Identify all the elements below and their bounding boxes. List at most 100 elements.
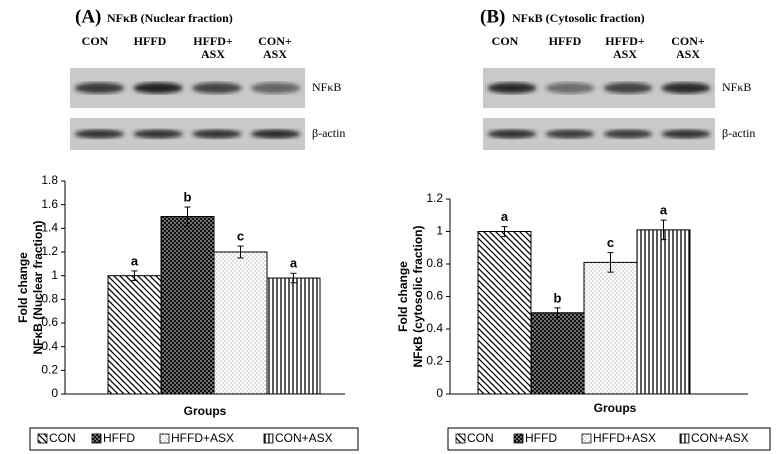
lane-label: CON: [492, 34, 519, 48]
bar: [636, 229, 691, 395]
y-tick-label: 0.8: [426, 256, 443, 270]
y-axis-label: NFκB (cytosolic fraction): [411, 225, 425, 367]
lane-label: HFFD+: [605, 34, 645, 48]
significance-letter: a: [501, 209, 509, 224]
blot-band: [74, 82, 125, 94]
significance-letter: a: [131, 253, 139, 268]
blot-label: β-actin: [722, 126, 755, 140]
bar: [160, 216, 215, 395]
significance-letter: a: [660, 203, 668, 218]
y-tick-label: 0.2: [41, 363, 58, 377]
significance-letter: c: [607, 235, 614, 250]
lane-label: HFFD: [134, 34, 167, 48]
blot-band: [133, 129, 183, 139]
blot-band: [487, 129, 537, 139]
significance-letter: b: [554, 290, 562, 305]
significance-letter: a: [290, 256, 298, 271]
y-tick-label: 1.6: [41, 197, 58, 211]
y-axis-label: Fold change: [16, 252, 30, 323]
bar: [107, 275, 162, 395]
legend-swatch: [159, 433, 170, 444]
legend-label: CON: [49, 431, 76, 445]
legend-label: CON+ASX: [275, 431, 333, 445]
panel-label: (A): [75, 6, 101, 27]
error-bar: [290, 272, 297, 284]
blot-label: NFκB: [312, 80, 341, 94]
lane-label: ASX: [613, 47, 637, 61]
blot-band: [603, 129, 653, 139]
x-axis-label: Groups: [594, 401, 637, 415]
y-tick-label: 1: [51, 268, 58, 282]
bar: [530, 312, 585, 395]
lane-label: HFFD: [549, 34, 582, 48]
y-tick-label: 0.6: [41, 315, 58, 329]
blot-band: [74, 129, 125, 139]
legend-swatch: [581, 433, 592, 444]
error-bar: [607, 252, 614, 273]
legend-label: HFFD+ASX: [593, 431, 656, 445]
lane-label: HFFD+: [193, 34, 233, 48]
y-tick-label: 0.4: [426, 321, 443, 335]
lane-label: ASX: [676, 47, 700, 61]
legend-label: HFFD+ASX: [171, 431, 234, 445]
lane-label: ASX: [201, 47, 225, 61]
blot-band: [133, 82, 183, 94]
blot-band: [487, 82, 537, 94]
y-tick-label: 1: [436, 224, 443, 238]
legend-box: [29, 427, 359, 451]
blot-band: [250, 129, 301, 139]
bar: [477, 231, 532, 395]
y-tick-label: 1.2: [426, 191, 443, 205]
bar: [266, 277, 321, 395]
error-bar: [237, 245, 244, 259]
legend-box: [447, 427, 771, 451]
legend-swatch: [263, 433, 274, 444]
error-bar: [131, 270, 138, 281]
y-tick-label: 0.8: [41, 292, 58, 306]
y-tick-label: 0.6: [426, 289, 443, 303]
blot-band: [661, 82, 711, 94]
error-bar: [184, 206, 191, 227]
y-tick-label: 1.2: [41, 244, 58, 258]
legend-swatch: [37, 433, 48, 444]
panel-label: (B): [480, 6, 505, 27]
significance-letter: b: [184, 189, 192, 204]
y-tick-label: 1.4: [41, 221, 58, 235]
lane-label: ASX: [263, 47, 287, 61]
blot-label: β-actin: [312, 126, 345, 140]
significance-letter: c: [237, 229, 244, 244]
blot-band: [661, 129, 711, 139]
blot-band: [250, 82, 301, 94]
panel-title: NFκB (Cytosolic fraction): [512, 11, 645, 25]
blot-band: [192, 129, 242, 139]
legend-swatch: [679, 433, 690, 444]
y-axis-label: NFκB (Nuclear fraction): [31, 220, 45, 354]
bar: [213, 251, 268, 395]
lane-label: CON+: [258, 34, 292, 48]
y-tick-label: 0: [436, 386, 443, 400]
legend-swatch: [91, 433, 102, 444]
panel-title: NFκB (Nuclear fraction): [107, 11, 233, 25]
error-bar: [554, 307, 561, 319]
legend-label: CON+ASX: [691, 431, 749, 445]
x-axis-label: Groups: [184, 404, 227, 418]
y-tick-label: 0.4: [41, 339, 58, 353]
error-bar: [660, 219, 667, 241]
blot-band: [192, 82, 242, 94]
blot-band: [603, 82, 653, 94]
bar: [583, 261, 638, 395]
error-bar: [501, 226, 508, 237]
blot-band: [545, 129, 595, 139]
y-tick-label: 0.2: [426, 354, 443, 368]
y-axis-label: Fold change: [396, 261, 410, 332]
legend-label: CON: [467, 431, 494, 445]
y-tick-label: 1.8: [41, 173, 58, 187]
legend-label: HFFD: [525, 431, 557, 445]
legend-swatch: [455, 433, 466, 444]
legend-swatch: [513, 433, 524, 444]
lane-label: CON+: [671, 34, 705, 48]
y-tick-label: 0: [51, 386, 58, 400]
blot-label: NFκB: [722, 80, 751, 94]
lane-label: CON: [82, 34, 109, 48]
